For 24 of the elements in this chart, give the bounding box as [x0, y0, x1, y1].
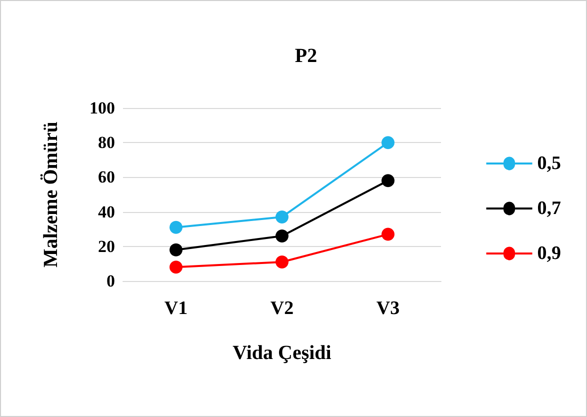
y-tick-label: 80: [98, 133, 115, 152]
x-tick-label: V2: [270, 298, 294, 319]
y-tick-label: 0: [106, 272, 115, 290]
chart-title: P2: [294, 45, 318, 67]
point: [276, 255, 288, 268]
x-tick-label: V3: [376, 298, 400, 319]
legend-label: 0,7: [537, 198, 562, 219]
x-axis-title: Vida Çeşidi: [232, 342, 332, 364]
y-axis-title: Malzeme Ömürü: [40, 121, 62, 268]
point: [170, 260, 182, 274]
y-tick-label: 100: [90, 98, 115, 118]
x-tick-label: V1: [164, 298, 188, 319]
legend-label: 0,5: [537, 153, 561, 174]
point: [276, 230, 288, 243]
point: [170, 220, 182, 234]
y-tick-label: 20: [98, 236, 115, 256]
y-tick-label: 60: [98, 168, 115, 187]
point: [276, 210, 288, 224]
point: [382, 136, 394, 150]
point: [382, 174, 394, 188]
y-tick-label: 40: [98, 202, 115, 222]
legend-label: 0,9: [537, 243, 561, 264]
point: [170, 243, 182, 256]
point: [382, 228, 394, 241]
